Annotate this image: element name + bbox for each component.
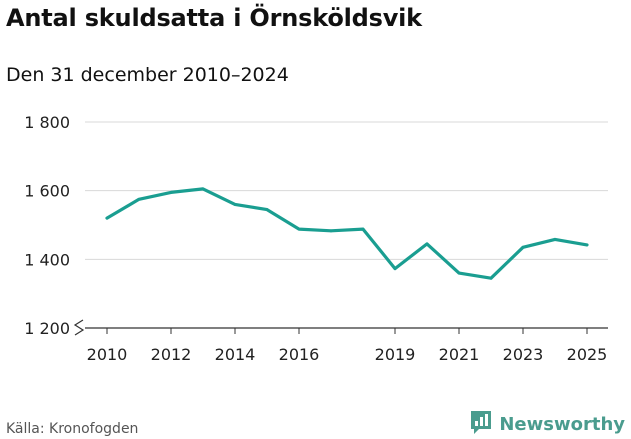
series-line xyxy=(105,187,589,280)
data-point xyxy=(233,203,237,206)
x-tick-label: 2021 xyxy=(439,345,480,364)
data-point xyxy=(553,238,557,241)
chart-title: Antal skuldsatta i Örnsköldsvik xyxy=(6,4,422,32)
x-tick-label: 2019 xyxy=(375,345,416,364)
data-point xyxy=(201,187,205,191)
data-point xyxy=(585,243,589,247)
y-tick-label: 1 400 xyxy=(24,250,70,269)
x-tick-label: 2023 xyxy=(503,345,544,364)
data-point xyxy=(425,242,429,246)
brand-name: Newsworthy xyxy=(499,413,625,435)
chart-subtitle: Den 31 december 2010–2024 xyxy=(6,64,289,86)
data-point xyxy=(489,276,493,280)
data-point xyxy=(265,208,269,211)
data-point xyxy=(329,229,333,233)
data-point xyxy=(457,271,461,275)
data-point xyxy=(297,227,301,231)
data-point xyxy=(137,197,141,201)
data-point xyxy=(105,216,109,220)
bar-chart-logo-icon xyxy=(469,409,493,439)
x-tick-label: 2012 xyxy=(151,345,192,364)
x-tick-label: 2014 xyxy=(215,345,256,364)
x-tick-label: 2016 xyxy=(279,345,320,364)
y-tick-label: 1 800 xyxy=(24,113,70,132)
data-point xyxy=(169,190,173,194)
brand-logo[interactable]: Newsworthy xyxy=(469,409,625,439)
x-tick-label: 2010 xyxy=(87,345,128,364)
line-chart: 1 200 1 400 1 600 1 800 2010 2012 2014 2016 2019… xyxy=(24,113,608,364)
x-tick-label: 2025 xyxy=(567,345,608,364)
data-point xyxy=(361,227,365,231)
source-note: Källa: Kronofogden xyxy=(6,421,139,437)
axis-break-icon xyxy=(73,319,85,336)
y-tick-label: 1 600 xyxy=(24,182,70,201)
data-point xyxy=(521,245,525,249)
data-point xyxy=(393,267,397,271)
y-tick-label: 1 200 xyxy=(24,319,70,338)
